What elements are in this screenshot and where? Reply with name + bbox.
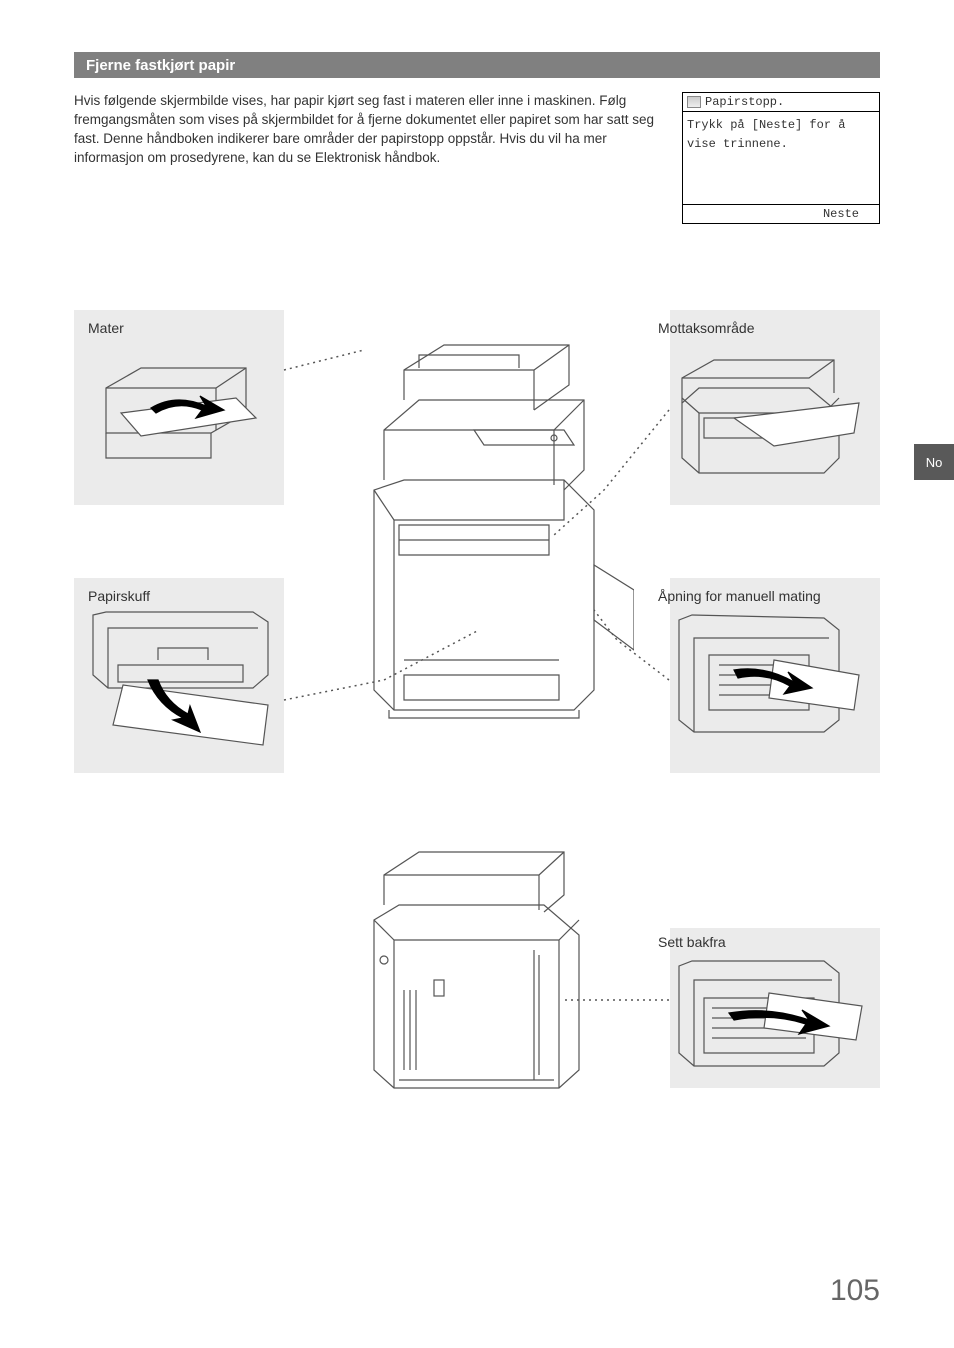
- lcd-footer: Neste: [683, 204, 879, 223]
- section-header-bar: Fjerne fastkjørt papir: [74, 52, 880, 78]
- lcd-body-line1: Trykk på [Neste] for å: [687, 116, 875, 135]
- section-title: Fjerne fastkjørt papir: [86, 57, 235, 74]
- jam-locations-diagram: Mater Mottaksområde Papirskuff Åpning fo…: [74, 310, 880, 1090]
- page-number: 105: [830, 1274, 880, 1308]
- connector-lines: [74, 310, 880, 1090]
- language-tab-label: No: [926, 455, 943, 470]
- language-tab: No: [914, 444, 954, 480]
- lcd-screen: Papirstopp. Trykk på [Neste] for å vise …: [682, 92, 880, 224]
- warning-icon: [687, 96, 701, 108]
- lcd-title-row: Papirstopp.: [683, 93, 879, 112]
- intro-paragraph: Hvis følgende skjermbilde vises, har pap…: [74, 92, 664, 168]
- lcd-body: Trykk på [Neste] for å vise trinnene.: [683, 112, 879, 204]
- lcd-body-line2: vise trinnene.: [687, 135, 875, 154]
- lcd-title-text: Papirstopp.: [705, 95, 784, 109]
